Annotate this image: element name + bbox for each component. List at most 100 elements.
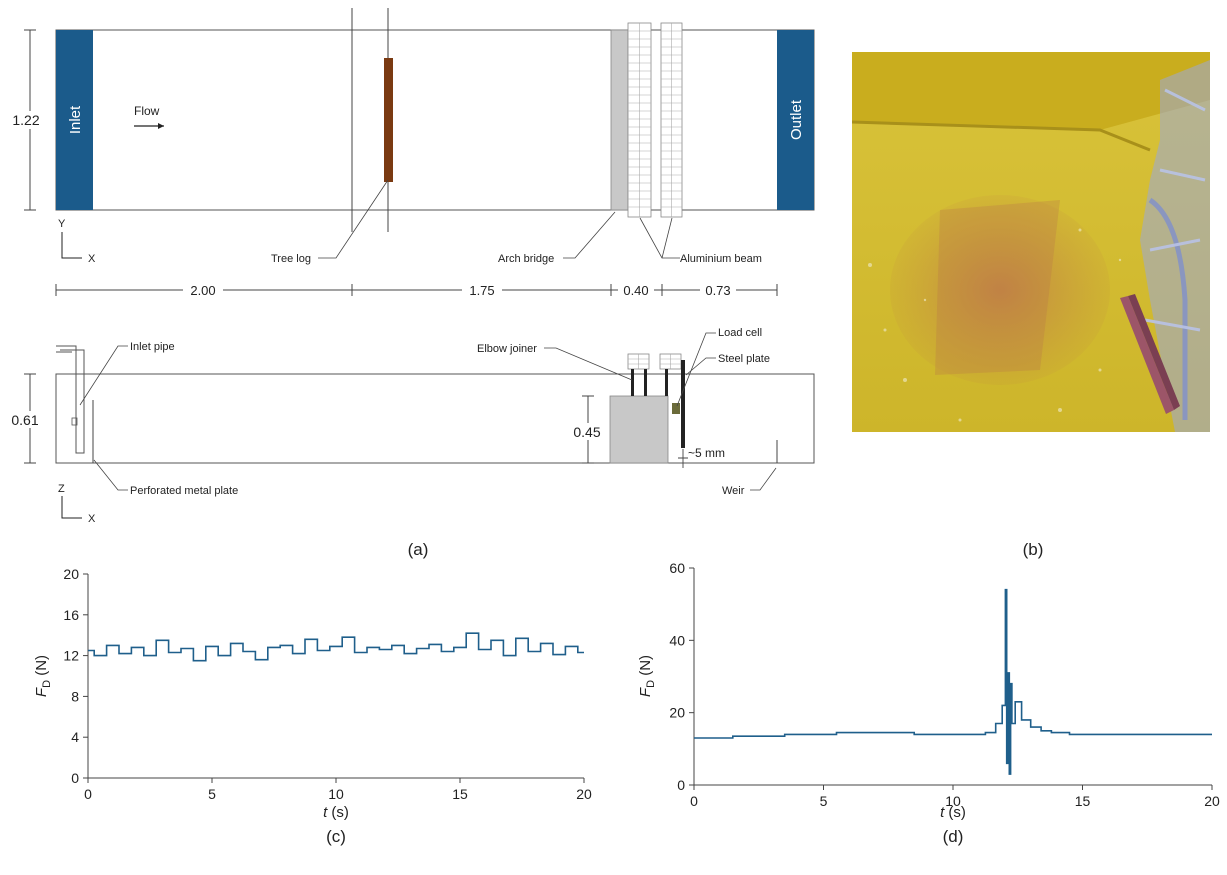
height-dim-label-bg <box>8 411 44 428</box>
bridge-dim-label: 0.45 <box>573 424 600 440</box>
caption-a: (a) <box>408 540 429 559</box>
bridge-dim-label-bg <box>570 423 604 440</box>
dim-3-bg <box>618 282 654 298</box>
inlet-pipe-leader <box>79 345 128 406</box>
aluminium-beam-label: Aluminium beam <box>680 253 762 265</box>
chart-c-xtick-label: 5 <box>208 786 216 802</box>
side-axis-x: X <box>88 513 96 525</box>
plan-view: Inlet Outlet Flow 1.22 Y X <box>8 8 815 298</box>
gap-marker <box>678 449 688 468</box>
beam-top-2-lines <box>660 354 681 369</box>
caption-d: (d) <box>943 827 964 846</box>
elbow-joiner-label: Elbow joiner <box>477 343 537 355</box>
dim-1-label: 2.00 <box>190 283 215 298</box>
chart-c-xtick-label: 0 <box>84 786 92 802</box>
aluminium-beam-1 <box>627 22 652 218</box>
height-dim-label: 0.61 <box>11 412 38 428</box>
dim-4-bg <box>700 282 736 298</box>
photo-bridge-arch <box>1148 197 1188 420</box>
chart-c-ylabel: FD (N) <box>33 655 53 697</box>
elbow-joiner-3 <box>665 369 668 396</box>
chart-d-ytick-label: 60 <box>669 560 685 576</box>
tree-log <box>384 58 393 182</box>
chart-d-xtick-label: 5 <box>820 793 828 809</box>
tree-log-label: Tree log <box>271 253 311 265</box>
chart-d: 0 20 40 60 0 5 10 15 20 FD (N) t (s) (d) <box>637 560 1220 846</box>
bridge-side <box>609 395 669 464</box>
chart-d-ytick-label: 40 <box>669 632 685 648</box>
chart-d-xlabel: t (s) <box>940 804 966 821</box>
dim-2-label: 1.75 <box>469 283 494 298</box>
inlet-block <box>56 30 93 210</box>
load-cell <box>672 403 680 414</box>
beam-top-1-lines <box>628 354 649 369</box>
side-axis-lines <box>61 496 82 519</box>
chart-d-ytick-label: 0 <box>677 777 685 793</box>
arch-bridge-leader <box>563 211 616 259</box>
flow-arrow-head <box>158 123 164 129</box>
perforated-plate-leader <box>93 459 128 491</box>
chart-c-ytick-label: 8 <box>71 688 79 704</box>
caption-b: (b) <box>1023 540 1044 559</box>
chart-d-ylabel: FD (N) <box>637 655 657 697</box>
photo-tree-log <box>1120 296 1174 414</box>
dim-1-bg <box>183 282 223 298</box>
photo-ripples <box>868 228 1122 422</box>
chart-d-ytick-label: 20 <box>669 705 685 721</box>
elbow-joiner-leader <box>544 347 633 381</box>
flume-side <box>55 373 815 464</box>
side-axis-z: Z <box>58 483 65 495</box>
caption-c: (c) <box>326 827 346 846</box>
gap-label: ~5 mm <box>688 446 725 460</box>
chart-d-xtick-label: 10 <box>945 793 961 809</box>
aluminium-beam-leader <box>639 217 680 259</box>
load-cell-leader <box>676 332 716 407</box>
chart-c-xtick-label: 10 <box>328 786 344 802</box>
photo-wall-band <box>852 52 1210 130</box>
chart-c-ytick-label: 20 <box>63 566 79 582</box>
photo-bridge-struts <box>1144 88 1206 332</box>
width-dim-label: 1.22 <box>12 112 39 128</box>
elbow-joiner-1 <box>631 369 634 396</box>
chart-c-ytick-label: 0 <box>71 770 79 786</box>
plan-axis-lines <box>61 232 82 259</box>
flume-plan <box>55 29 815 211</box>
aluminium-beam-2 <box>660 22 683 218</box>
inlet-label: Inlet <box>67 105 84 134</box>
chart-d-series-line <box>694 588 1212 775</box>
chart-d-xtick-label: 15 <box>1075 793 1091 809</box>
chart-c-xlabel: t (s) <box>323 804 349 821</box>
load-cell-label: Load cell <box>718 327 762 339</box>
outlet-block <box>777 30 814 210</box>
photo-wall-edge <box>852 120 1151 152</box>
side-view: 0.61 0.45 ~5 mm Inlet pipe Perforated me… <box>8 327 815 525</box>
photo-tree-log-shadow <box>1128 294 1180 410</box>
steel-plate <box>681 360 685 448</box>
outlet-label: Outlet <box>788 99 805 140</box>
chart-c-series-line <box>88 632 584 662</box>
chart-c-ytick-label: 16 <box>63 607 79 623</box>
plan-axis-x: X <box>88 253 96 265</box>
dim-4-label: 0.73 <box>705 283 730 298</box>
width-dim-label-bg <box>8 111 44 129</box>
length-dim-ticks <box>55 284 778 296</box>
chart-c-ytick-label: 12 <box>63 648 79 664</box>
steel-plate-leader <box>685 357 716 376</box>
perforated-plate-label: Perforated metal plate <box>130 485 238 497</box>
weir-leader <box>750 467 777 491</box>
dim-3-label: 0.40 <box>623 283 648 298</box>
photo-rust-patch <box>890 195 1110 385</box>
chart-c: 0 4 8 12 16 20 0 5 10 15 20 FD (N) t (s) (c) <box>33 566 592 846</box>
photo-panel <box>852 52 1210 432</box>
arch-bridge-label: Arch bridge <box>498 253 554 265</box>
arch-bridge-plan <box>610 29 629 211</box>
dim-2-bg <box>462 282 502 298</box>
inlet-pipe-outlet <box>71 417 78 426</box>
steel-plate-label: Steel plate <box>718 353 770 365</box>
chart-c-ytick-label: 4 <box>71 729 79 745</box>
chart-c-xtick-label: 20 <box>576 786 592 802</box>
chart-d-xtick-label: 0 <box>690 793 698 809</box>
plan-axis-y: Y <box>58 218 66 230</box>
inlet-pipe <box>56 345 85 454</box>
